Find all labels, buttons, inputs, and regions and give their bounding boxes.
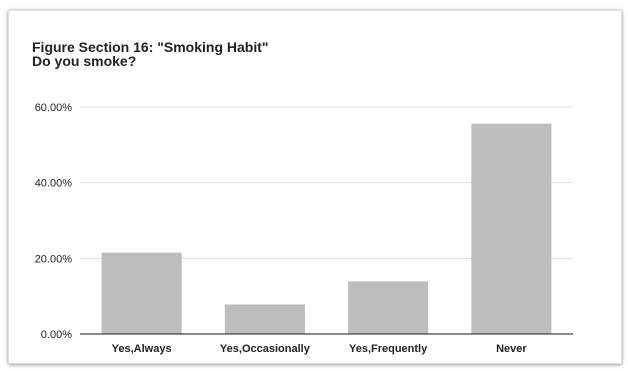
- bar-yes-occasionally: [224, 304, 305, 334]
- x-tick-label: Yes,Frequently: [349, 343, 428, 355]
- bar-yes-always: [101, 252, 182, 334]
- y-tick-label: 40.00%: [35, 178, 73, 190]
- chart-title: Figure Section 16: "Smoking Habit": [32, 39, 269, 55]
- chart-title-block: Figure Section 16: "Smoking Habit" Do yo…: [32, 40, 269, 68]
- y-tick-label: 60.00%: [35, 102, 73, 114]
- x-tick-label: Never: [496, 343, 527, 355]
- bar-never: [471, 123, 552, 334]
- x-tick-label: Yes,Occasionally: [220, 343, 311, 355]
- bar-yes-frequently: [348, 281, 429, 334]
- x-tick-label: Yes,Always: [112, 343, 172, 355]
- y-tick-label: 0.00%: [41, 329, 72, 341]
- chart-subtitle: Do you smoke?: [32, 53, 137, 69]
- y-tick-label: 20.00%: [35, 253, 73, 265]
